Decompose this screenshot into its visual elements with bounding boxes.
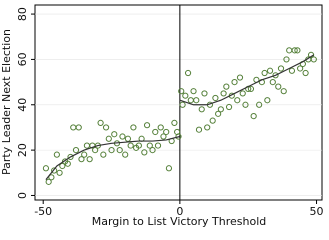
- point: [75, 124, 82, 131]
- point: [70, 124, 77, 131]
- point: [146, 142, 153, 149]
- point: [48, 174, 55, 181]
- point: [239, 90, 246, 97]
- point: [102, 124, 110, 131]
- point: [165, 165, 173, 172]
- point: [209, 117, 216, 124]
- point: [195, 126, 203, 133]
- y-tick-label: 0: [16, 192, 29, 199]
- point: [250, 113, 257, 120]
- fit-line: [45, 135, 181, 180]
- point: [97, 119, 104, 127]
- point: [220, 90, 227, 97]
- point: [78, 156, 85, 163]
- point: [116, 147, 123, 154]
- point: [45, 178, 52, 185]
- point: [310, 56, 317, 63]
- point: [269, 78, 276, 86]
- x-tick-label: 0: [176, 205, 183, 218]
- point: [225, 103, 233, 111]
- point: [204, 124, 211, 131]
- point: [280, 88, 287, 95]
- point: [64, 160, 71, 167]
- point: [201, 90, 208, 97]
- point: [242, 101, 249, 108]
- point: [122, 151, 129, 158]
- point: [294, 47, 301, 54]
- point: [152, 128, 159, 136]
- point: [264, 97, 271, 104]
- point: [171, 119, 178, 127]
- point: [143, 122, 151, 129]
- point: [105, 135, 112, 142]
- point: [193, 97, 200, 104]
- point: [190, 88, 197, 95]
- point: [266, 67, 274, 74]
- point: [286, 47, 293, 54]
- y-axis-label: Party Leader Next Election: [0, 29, 13, 175]
- point: [212, 94, 219, 102]
- point: [283, 56, 290, 63]
- point: [291, 47, 298, 54]
- y-tick-label: 40: [16, 98, 29, 112]
- point: [100, 151, 107, 158]
- x-tick-label: 50: [310, 205, 324, 218]
- point: [187, 97, 194, 104]
- y-tick-label: 80: [16, 7, 29, 21]
- point: [81, 151, 88, 158]
- point: [217, 106, 224, 113]
- point: [67, 153, 74, 161]
- point: [59, 162, 66, 170]
- point: [275, 83, 282, 90]
- point: [92, 147, 99, 154]
- point: [127, 142, 134, 149]
- point: [297, 65, 304, 72]
- x-tick-label: -50: [34, 205, 52, 218]
- point: [154, 142, 162, 149]
- point: [119, 133, 126, 140]
- point: [234, 97, 241, 104]
- point: [124, 135, 132, 142]
- point: [272, 72, 279, 79]
- point: [236, 74, 244, 81]
- point: [42, 165, 50, 172]
- point: [72, 147, 80, 154]
- y-tick-label: 60: [16, 52, 29, 66]
- point: [157, 124, 164, 131]
- point: [182, 92, 189, 99]
- point: [163, 128, 170, 136]
- point: [256, 101, 263, 108]
- point: [130, 124, 137, 131]
- point: [141, 149, 148, 156]
- point: [108, 147, 115, 154]
- point: [302, 69, 309, 77]
- x-axis-label: Margin to List Victory Threshold: [92, 215, 267, 228]
- point: [86, 156, 93, 163]
- point: [53, 151, 60, 158]
- point: [51, 167, 58, 174]
- point: [160, 133, 167, 140]
- point: [288, 67, 296, 74]
- point: [178, 88, 185, 95]
- point: [223, 83, 230, 90]
- y-tick-label: 20: [16, 143, 29, 157]
- point: [277, 65, 285, 72]
- point: [149, 147, 156, 154]
- point: [175, 133, 182, 140]
- point: [135, 142, 142, 149]
- point: [111, 131, 118, 138]
- point: [179, 101, 186, 108]
- point: [184, 69, 192, 77]
- point: [231, 78, 238, 86]
- point: [198, 106, 205, 113]
- point: [247, 85, 255, 92]
- point: [83, 142, 91, 149]
- fit-line: [179, 54, 315, 106]
- plot-frame: [34, 4, 323, 201]
- point: [215, 110, 222, 117]
- point: [261, 69, 268, 77]
- point: [56, 169, 63, 176]
